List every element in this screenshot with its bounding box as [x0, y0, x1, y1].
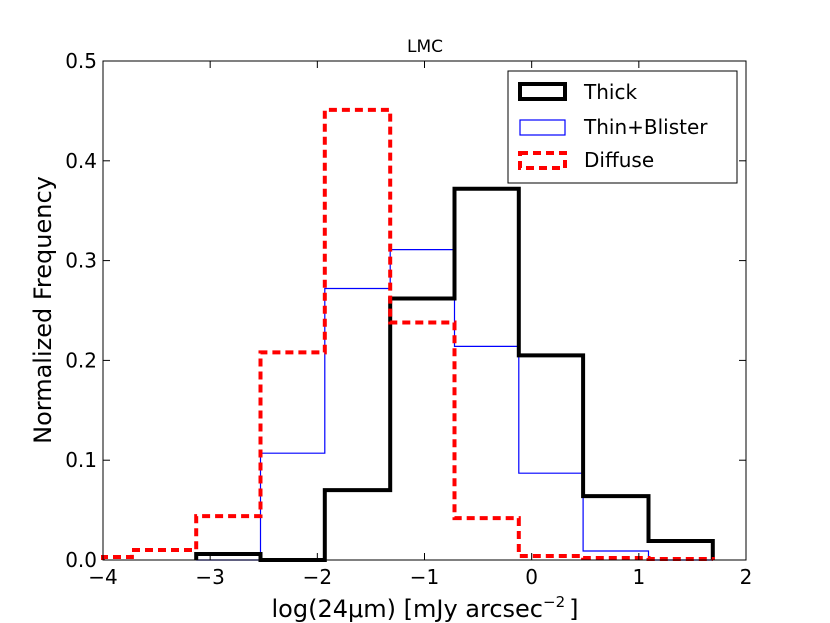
legend-label-thin-blister: Thin+Blister: [583, 115, 708, 139]
x-tick-label: 0: [525, 565, 538, 589]
x-axis-label: log(24μm) [mJy arcsec−2]: [272, 593, 579, 623]
y-tick-label: 0.0: [65, 548, 97, 572]
y-tick-label: 0.2: [65, 348, 97, 372]
x-tick-label: 2: [740, 565, 753, 589]
x-tick-label: −3: [195, 565, 224, 589]
legend-box: [507, 70, 738, 184]
legend-label-thick: Thick: [583, 80, 637, 104]
legend-swatch-thin-blister: [519, 119, 566, 136]
series-thick-step: [194, 186, 715, 562]
legend-swatch-diffuse: [518, 151, 567, 170]
x-tick-label: −4: [88, 565, 117, 589]
y-tick-label: 0.4: [65, 149, 97, 173]
y-tick-label: 0.1: [65, 448, 97, 472]
legend-label-diffuse: Diffuse: [584, 148, 654, 172]
x-axis-label-close: ]: [569, 595, 578, 623]
legend: Thick Thin+Blister Diffuse: [507, 70, 738, 184]
x-axis-label-main: log(24μm) [mJy arcsec: [272, 595, 544, 623]
x-tick-label: 1: [632, 565, 645, 589]
x-axis-label-superscript: −2: [543, 593, 565, 611]
legend-swatch-thick: [518, 82, 567, 101]
x-tick-label: −1: [410, 565, 439, 589]
chart-title: LMC: [407, 37, 443, 57]
ticks-layer: −4 −3 −2 −1 0 1 2 0.0 0.1 0.2 0.3 0.4 0.5: [65, 49, 752, 589]
y-axis-label: Normalized Frequency: [29, 176, 57, 444]
y-tick-label: 0.3: [65, 249, 97, 273]
series-diffuse-step: [101, 107, 715, 561]
y-tick-label: 0.5: [65, 49, 97, 73]
x-tick-label: −2: [303, 565, 332, 589]
series-layer: [101, 107, 715, 562]
